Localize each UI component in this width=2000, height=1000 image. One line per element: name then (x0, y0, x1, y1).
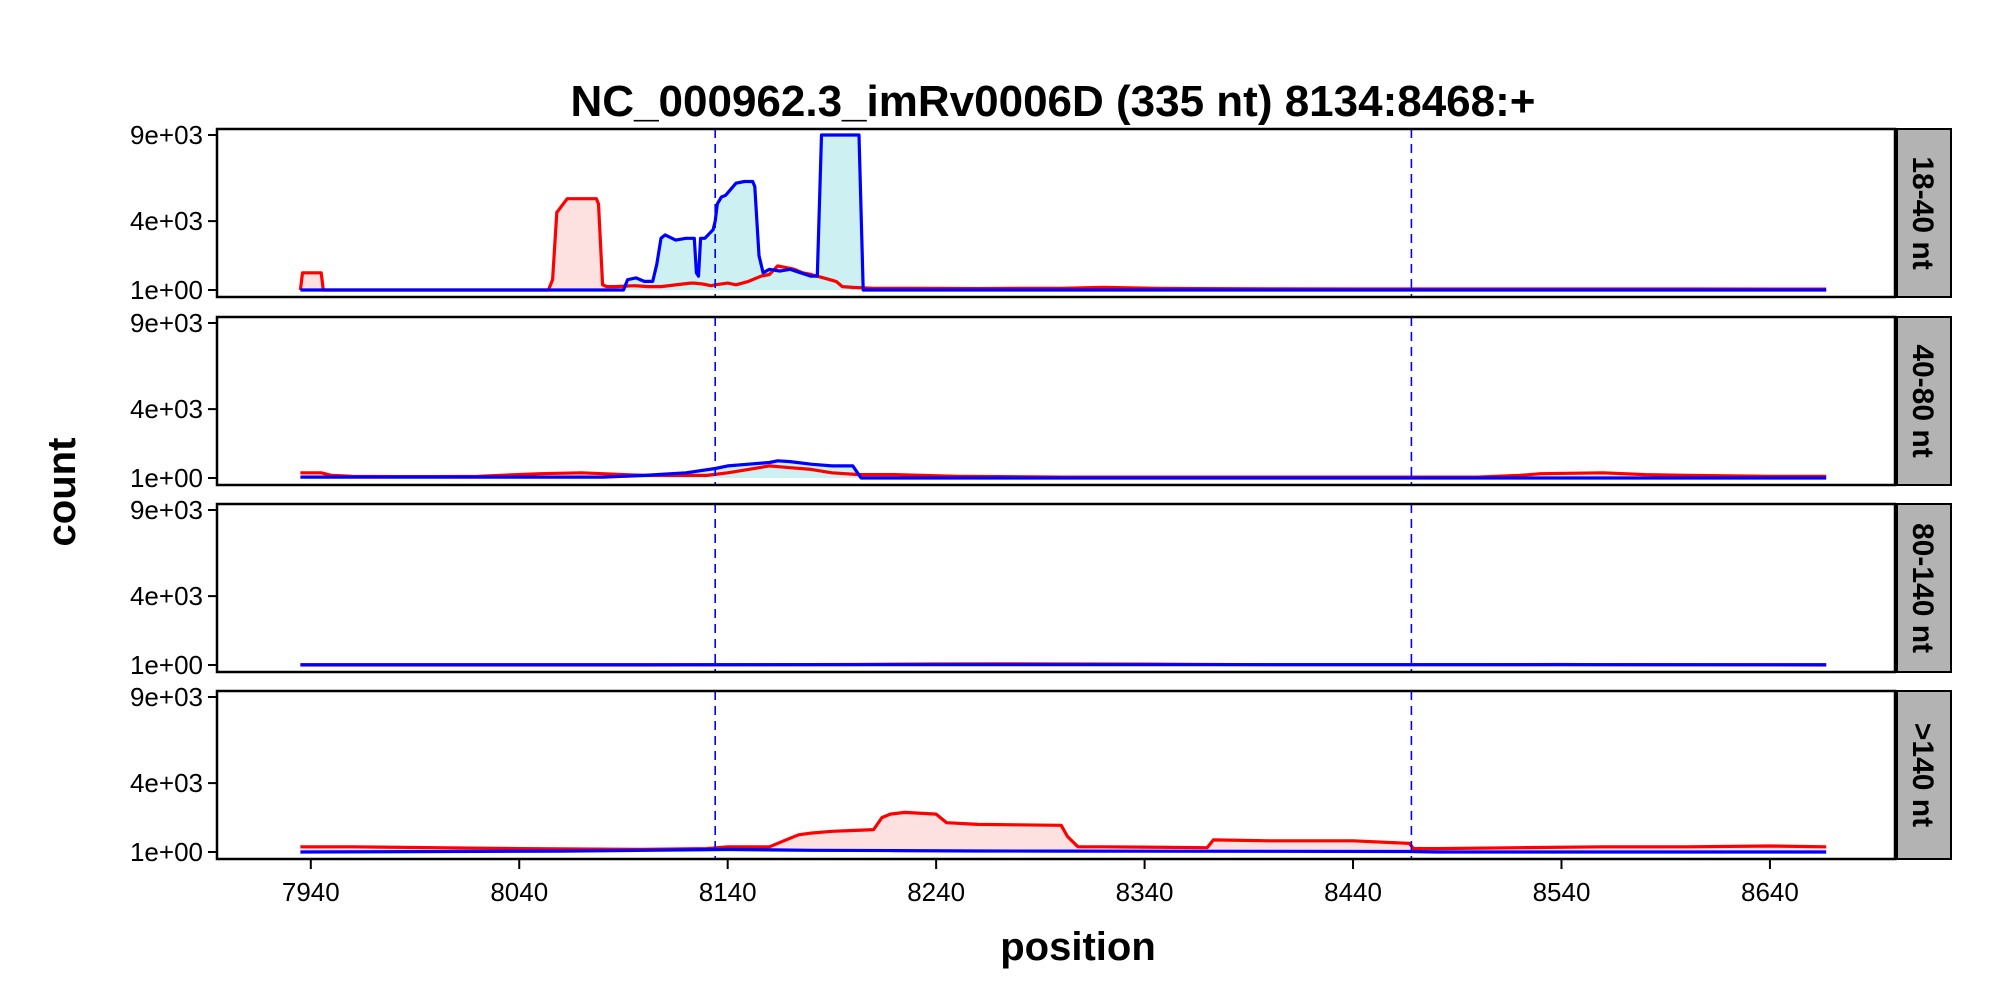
blue-series-fill (300, 135, 1827, 290)
red-series-line (298, 197, 1827, 292)
x-tick-label: 8440 (1324, 877, 1382, 907)
x-tick-label: 8640 (1741, 877, 1799, 907)
panel-strip-label: >140 nt (1906, 723, 1939, 827)
y-tick-label: 4e+03 (130, 768, 203, 798)
red-series-fill (300, 198, 1827, 290)
x-tick-label: 8140 (699, 877, 757, 907)
panel-strip-label: 80-140 nt (1906, 523, 1939, 653)
red-series-line (300, 810, 1827, 851)
y-axis-title: count (40, 438, 84, 547)
y-tick-label: 9e+03 (130, 308, 203, 338)
y-tick-label: 9e+03 (130, 682, 203, 712)
blue-series-line (300, 847, 1827, 854)
panel-strip-label: 18-40 nt (1906, 156, 1939, 269)
x-tick-label: 7940 (282, 877, 340, 907)
panel-2: 1e+00 4e+03 9e+03 40-80 nt (130, 308, 1952, 493)
panel-1: 1e+00 4e+03 9e+03 18-40 nt (130, 120, 1952, 305)
y-tick-label: 4e+03 (130, 394, 203, 424)
y-tick-label: 1e+00 (130, 837, 203, 867)
panels-group: 1e+00 4e+03 9e+03 18-40 nt 1e+00 4e+03 9e+03 40… (130, 120, 1952, 867)
panel-strip (1896, 316, 1952, 486)
chart-title: NC_000962.3_imRv0006D (335 nt) 8134:8468… (571, 77, 1536, 126)
panel-3: 1e+00 4e+03 9e+03 80-140 nt (130, 495, 1952, 680)
panel-frame (215, 127, 1897, 299)
panel-strip (1896, 128, 1952, 298)
x-tick-label: 8240 (907, 877, 965, 907)
y-tick-label: 1e+00 (130, 650, 203, 680)
x-tick-label: 8540 (1533, 877, 1591, 907)
panel-strip-label: 40-80 nt (1906, 344, 1939, 457)
y-tick-label: 9e+03 (130, 495, 203, 525)
x-axis-title: position (1000, 925, 1156, 969)
panel-frame (215, 502, 1897, 674)
y-tick-label: 1e+00 (130, 275, 203, 305)
panel-strip (1896, 690, 1952, 860)
panel-strip (1896, 503, 1952, 673)
panel-frame (215, 315, 1897, 487)
panel-4: 1e+00 4e+03 9e+03 >140 nt (130, 682, 1952, 867)
x-tick-label: 8040 (490, 877, 548, 907)
panel-plot-area (300, 810, 1827, 854)
y-tick-label: 4e+03 (130, 206, 203, 236)
y-tick-label: 1e+00 (130, 463, 203, 493)
y-tick-label: 4e+03 (130, 581, 203, 611)
blue-series-line (300, 459, 1827, 480)
panel-frame (215, 689, 1897, 861)
x-tick-label: 8340 (1116, 877, 1174, 907)
panel-plot-area (298, 133, 1827, 292)
panel-plot-area (300, 662, 1827, 667)
y-tick-label: 9e+03 (130, 120, 203, 150)
x-axis: 7940 8040 8140 8240 8340 8440 8540 8640 (282, 859, 1799, 907)
panel-plot-area (300, 459, 1827, 480)
blue-series-line (300, 133, 1827, 292)
